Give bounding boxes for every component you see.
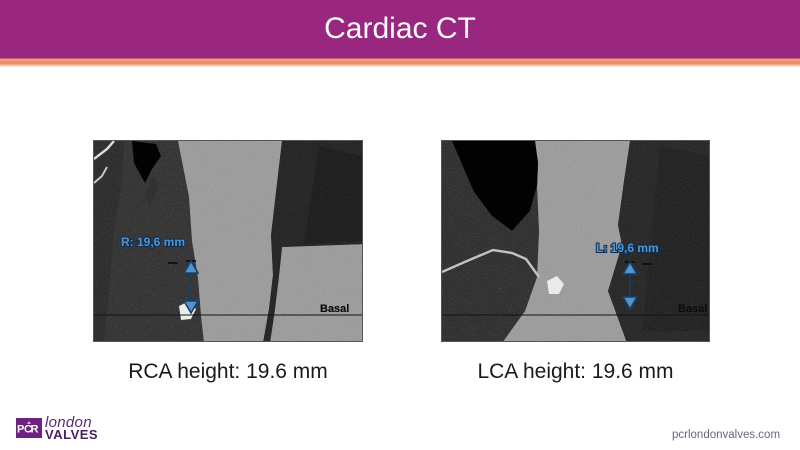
svg-text:R: R xyxy=(31,424,39,436)
svg-text:L: 19,6 mm: L: 19,6 mm xyxy=(596,241,659,255)
svg-text:R: 19,6 mm: R: 19,6 mm xyxy=(121,235,185,249)
